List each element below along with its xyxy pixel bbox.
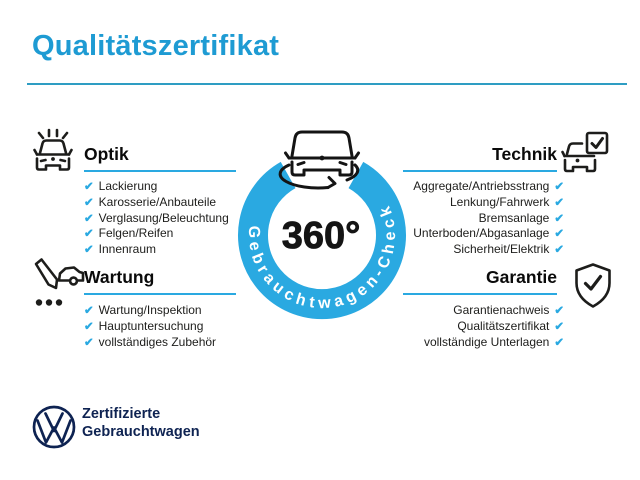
car-checkbox-icon <box>561 131 609 173</box>
list-item: ✔ Hauptuntersuchung <box>84 318 204 333</box>
pen-car-checklist-icon <box>34 258 85 306</box>
list-item: ✔ Innenraum <box>84 242 157 257</box>
check-icon: ✔ <box>554 244 564 257</box>
wartung-underline <box>84 293 236 295</box>
garantie-underline <box>403 293 557 295</box>
check-icon: ✔ <box>554 320 564 333</box>
shield-check-icon <box>575 263 611 308</box>
list-item: ✔ Lackierung <box>84 179 158 193</box>
check-icon: ✔ <box>554 196 564 209</box>
check-icon: ✔ <box>84 196 94 209</box>
list-item: Unterboden/Abgasanlage ✔ <box>413 226 564 241</box>
section-title-wartung: Wartung <box>84 267 155 287</box>
wartung-list: ✔ Wartung/Inspektion ✔ Hauptuntersuchung ✔… <box>84 303 216 350</box>
list-item: Qualitätszertifikat ✔ <box>457 318 564 333</box>
brand-claim-line2: Gebrauchtwagen <box>82 423 200 440</box>
optik-underline <box>84 170 236 172</box>
list-item: Bremsanlage ✔ <box>478 210 564 225</box>
badge-center-label: 360° <box>282 215 361 257</box>
badge-ring <box>238 161 406 320</box>
vw-logo <box>32 405 76 449</box>
check-icon: ✔ <box>84 320 94 333</box>
check-icon: ✔ <box>84 244 94 257</box>
check-icon: ✔ <box>84 336 94 349</box>
list-item: vollständige Unterlagen ✔ <box>423 334 564 349</box>
check-icon: ✔ <box>554 212 564 225</box>
check-icon: ✔ <box>554 228 564 241</box>
list-item: Lenkung/Fahrwerk ✔ <box>449 194 564 209</box>
brand-claim-line1: Zertifizierte <box>82 406 161 422</box>
garantie-list: Garantienachweis ✔ Qualitätszertifikat ✔ v… <box>424 303 564 350</box>
optik-list: ✔ Lackierung ✔ Karosserie/Anbauteile ✔ Verg… <box>84 179 229 258</box>
page-title: Qualitätszertifikat <box>32 30 280 62</box>
rotating-car-icon <box>278 130 360 190</box>
list-item: ✔ Karosserie/Anbauteile <box>84 194 217 209</box>
list-item: ✔ vollständiges Zubehör <box>84 334 217 349</box>
list-item: Aggregate/Antriebsstrang ✔ <box>413 179 564 193</box>
header-divider <box>27 83 627 85</box>
section-title-technik: Technik <box>492 144 557 164</box>
list-item: ✔ Verglasung/Beleuchtung <box>84 210 229 225</box>
check-icon: ✔ <box>84 228 94 241</box>
360-check-badge: 360° Gebrauchtwagen-Check <box>238 130 406 320</box>
check-icon: ✔ <box>84 181 94 193</box>
section-title-garantie: Garantie <box>486 267 557 287</box>
list-item: Garantienachweis ✔ <box>453 303 564 317</box>
check-icon: ✔ <box>84 212 94 225</box>
brand-claim: Zertifizierte Gebrauchtwagen <box>82 406 200 441</box>
section-title-optik: Optik <box>84 144 129 164</box>
list-item: ✔ Felgen/Reifen <box>84 226 174 241</box>
list-item: Sicherheit/Elektrik ✔ <box>453 242 564 257</box>
list-item: ✔ Wartung/Inspektion <box>84 303 202 317</box>
shining-car-icon <box>33 128 73 171</box>
check-icon: ✔ <box>554 336 564 349</box>
check-icon: ✔ <box>84 305 94 317</box>
check-icon: ✔ <box>554 181 564 193</box>
technik-list: Aggregate/Antriebsstrang ✔ Lenkung/Fahrwe… <box>413 179 564 258</box>
technik-underline <box>403 170 557 172</box>
check-icon: ✔ <box>554 305 564 317</box>
